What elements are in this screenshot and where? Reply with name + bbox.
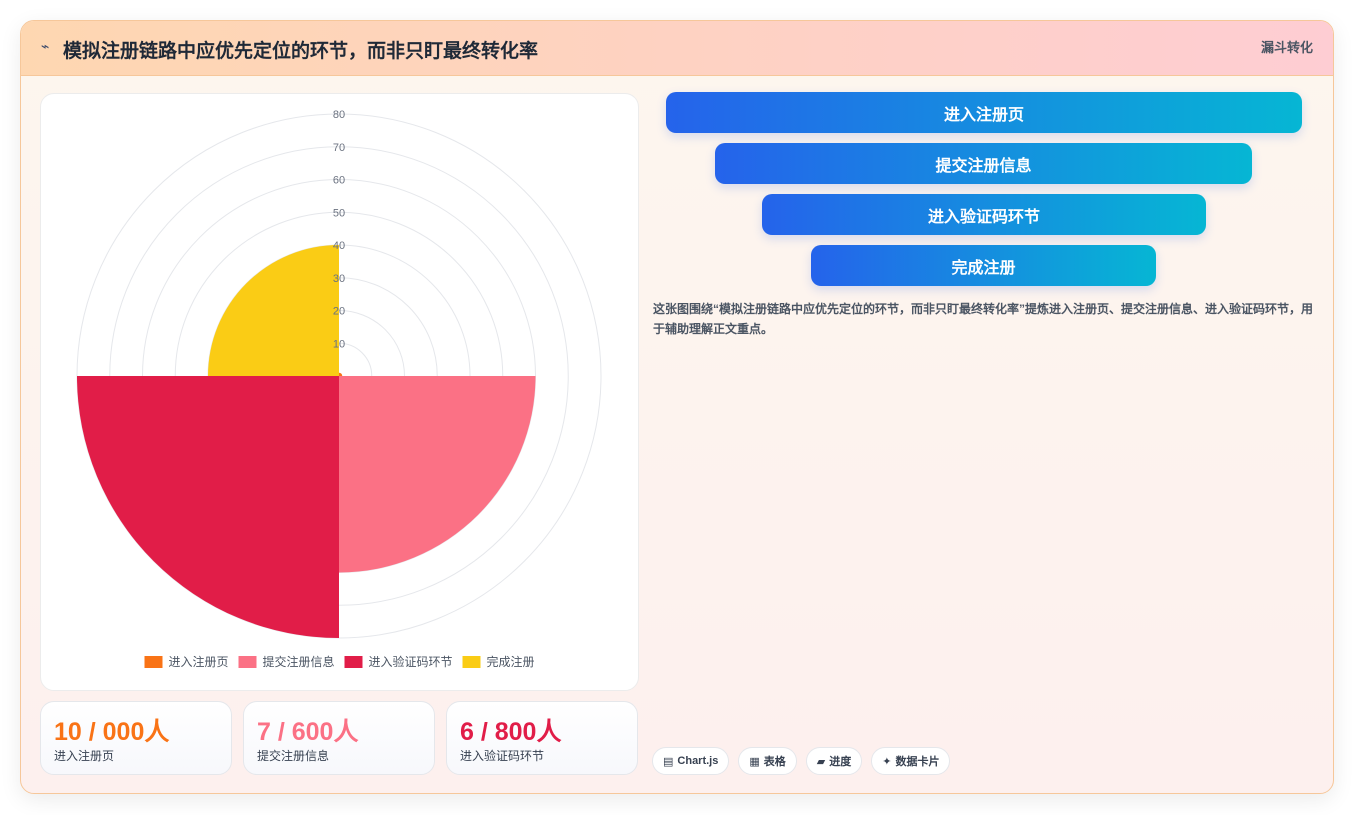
tick-label: 60 — [333, 175, 345, 187]
page-title: 模拟注册链路中应优先定位的环节，而非只盯最终转化率 — [63, 41, 539, 62]
category-tag: 漏斗转化 — [1260, 40, 1313, 55]
polar-slice[interactable] — [339, 372, 343, 376]
card-header: ⌁ 模拟注册链路中应优先定位的环节，而非只盯最终转化率 漏斗转化 — [21, 21, 1333, 76]
tick-label: 50 — [333, 207, 345, 219]
legend-item[interactable]: 进入注册页 — [144, 654, 229, 669]
funnel-step-1: 进入注册页 — [666, 92, 1302, 133]
legend-swatch — [462, 656, 481, 668]
chart-icon: ⌁ — [41, 38, 50, 54]
legend-label: 提交注册信息 — [263, 654, 335, 669]
stat-card-3: 6 / 800人 进入验证码环节 — [446, 701, 638, 775]
stat-label: 进入注册页 — [54, 749, 115, 763]
progress-icon: ▰ — [816, 755, 826, 768]
chip-chartjs[interactable]: ▤ Chart.js — [652, 747, 730, 775]
legend-item[interactable]: 进入验证码环节 — [344, 654, 453, 669]
chip-table[interactable]: ▦ 表格 — [738, 747, 797, 775]
chart-icon: ▤ — [663, 755, 674, 768]
stat-value: 6 / 800人 — [460, 718, 562, 746]
tick-label: 20 — [333, 306, 345, 318]
chip-label: 数据卡片 — [895, 756, 940, 768]
tick-label: 80 — [333, 109, 345, 121]
chart-description: 这张图围绕“模拟注册链路中应优先定位的环节，而非只盯最终转化率”提炼进入注册页、… — [653, 302, 1314, 336]
main-card: ⌁ 模拟注册链路中应优先定位的环节，而非只盯最终转化率 漏斗转化 10 20 30 4… — [20, 20, 1334, 794]
stat-value: 10 / 000人 — [54, 718, 170, 746]
funnel-step-2: 提交注册信息 — [715, 143, 1252, 184]
legend-swatch — [344, 656, 363, 668]
tick-label: 70 — [333, 142, 345, 154]
funnel-step-3: 进入验证码环节 — [762, 194, 1206, 235]
funnel-step-4: 完成注册 — [811, 245, 1156, 286]
chart-panel: 10 20 30 40 50 60 70 80 进入注册页 提交注册信息 进入验证码环节 完成注册 — [40, 93, 639, 691]
sparkle-icon: ✦ — [882, 755, 892, 768]
chip-label: 表格 — [763, 756, 786, 768]
polar-slice[interactable] — [77, 376, 339, 638]
table-icon: ▦ — [749, 755, 760, 768]
tick-label: 10 — [333, 338, 345, 350]
chip-label: 进度 — [829, 756, 852, 768]
legend-item[interactable]: 完成注册 — [462, 654, 535, 669]
stat-label: 提交注册信息 — [257, 749, 330, 763]
legend-label: 进入注册页 — [169, 654, 229, 669]
legend-swatch — [238, 656, 257, 668]
stat-label: 进入验证码环节 — [460, 749, 545, 763]
tick-label: 30 — [333, 273, 345, 285]
stat-card-2: 7 / 600人 提交注册信息 — [243, 701, 435, 775]
tick-label: 40 — [333, 240, 345, 252]
tech-chips: ▤ Chart.js ▦ 表格 ▰ 进度 ✦ 数据卡片 — [652, 747, 951, 775]
legend-label: 进入验证码环节 — [369, 654, 453, 669]
stat-card-1: 10 / 000人 进入注册页 — [40, 701, 232, 775]
polar-slice[interactable] — [208, 245, 339, 376]
legend-item[interactable]: 提交注册信息 — [238, 654, 335, 669]
polar-slice[interactable] — [339, 376, 536, 573]
stat-value: 7 / 600人 — [257, 718, 359, 746]
legend-swatch — [144, 656, 163, 668]
polar-area-chart: 10 20 30 40 50 60 70 80 进入注册页 提交注册信息 进入验证码环节 完成注册 — [76, 109, 602, 669]
chip-data-card[interactable]: ✦ 数据卡片 — [871, 747, 951, 775]
chip-label: Chart.js — [677, 755, 719, 767]
chip-progress[interactable]: ▰ 进度 — [805, 747, 863, 775]
legend-label: 完成注册 — [487, 654, 535, 669]
